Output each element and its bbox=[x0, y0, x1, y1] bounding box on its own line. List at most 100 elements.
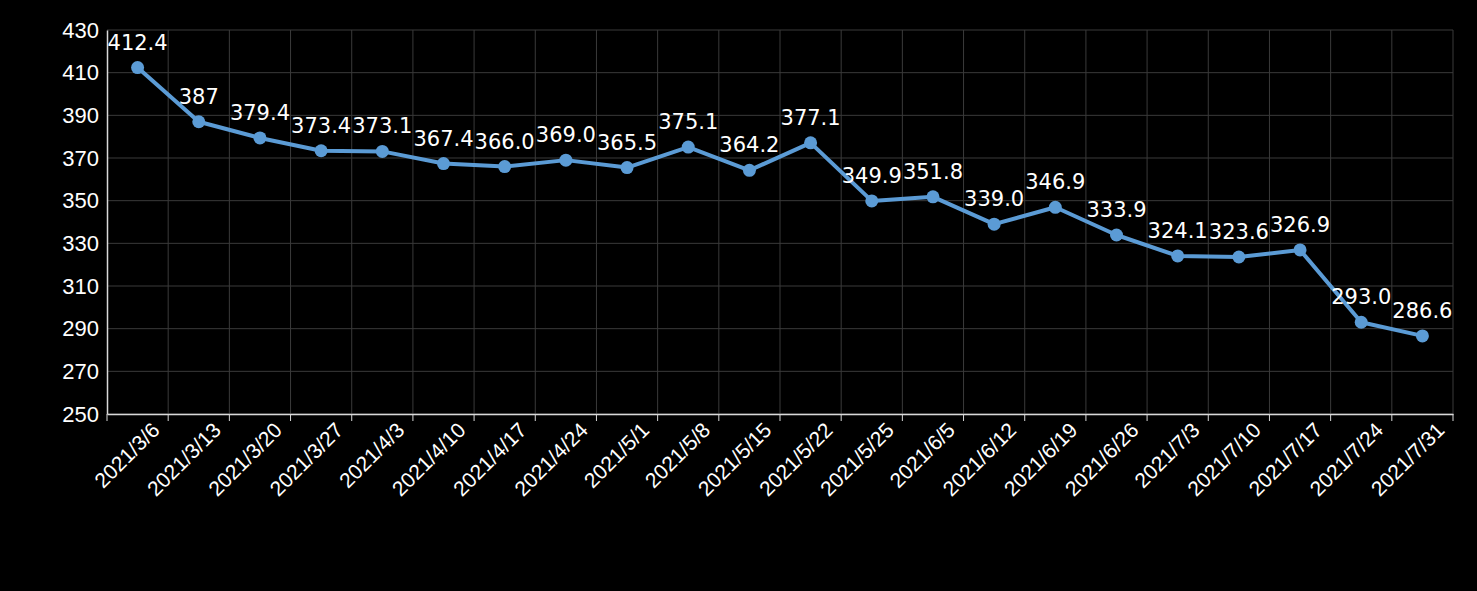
marker bbox=[131, 61, 144, 74]
grid-line-x bbox=[229, 30, 230, 414]
data-label: 364.2 bbox=[719, 133, 779, 157]
data-label: 333.9 bbox=[1086, 198, 1146, 222]
y-tick-label: 290 bbox=[62, 316, 99, 341]
grid-line-x bbox=[168, 30, 169, 414]
grid-line-x bbox=[1391, 30, 1392, 414]
grid-line-x bbox=[351, 30, 352, 414]
grid-line-x bbox=[780, 30, 781, 414]
line bbox=[138, 68, 1423, 336]
data-label: 351.8 bbox=[903, 160, 963, 184]
series bbox=[131, 61, 1429, 342]
y-tick: 250 bbox=[62, 402, 107, 427]
data-label: 366.0 bbox=[475, 130, 535, 154]
y-tick: 430 bbox=[62, 18, 107, 43]
marker bbox=[865, 194, 878, 207]
marker bbox=[1355, 316, 1368, 329]
x-tick-mark bbox=[290, 414, 291, 421]
y-tick: 290 bbox=[62, 316, 107, 341]
data-labels: 412.4387379.4373.4373.1367.4366.0369.036… bbox=[108, 31, 1453, 323]
y-tick-label: 270 bbox=[62, 359, 99, 384]
grid bbox=[107, 30, 1453, 414]
marker bbox=[315, 144, 328, 157]
marker bbox=[743, 164, 756, 177]
data-label: 369.0 bbox=[536, 123, 596, 147]
y-tick-label: 350 bbox=[62, 188, 99, 213]
y-tick-label: 250 bbox=[62, 402, 99, 427]
x-tick-mark bbox=[718, 414, 719, 421]
y-tick: 410 bbox=[62, 60, 107, 85]
grid-line-x bbox=[535, 30, 536, 414]
grid-line-x bbox=[718, 30, 719, 414]
marker bbox=[988, 218, 1001, 231]
grid-line-x bbox=[412, 30, 413, 414]
data-label: 377.1 bbox=[781, 106, 841, 130]
x-tick-mark bbox=[1391, 414, 1392, 421]
y-tick-label: 410 bbox=[62, 60, 99, 85]
grid-line-x bbox=[841, 30, 842, 414]
data-label: 326.9 bbox=[1270, 213, 1330, 237]
grid-line-x bbox=[290, 30, 291, 414]
y-tick: 310 bbox=[62, 274, 107, 299]
x-tick-mark bbox=[1085, 414, 1086, 421]
y-tick: 330 bbox=[62, 231, 107, 256]
y-axis: 250 270 290 310 330 350 370 390 410 430 bbox=[62, 18, 107, 427]
x-tick: 2021/5/25 bbox=[816, 414, 898, 500]
x-axis: 2021/3/62021/3/132021/3/202021/3/272021/… bbox=[90, 414, 1454, 500]
data-label: 293.0 bbox=[1331, 285, 1391, 309]
data-label: 286.6 bbox=[1392, 299, 1452, 323]
y-tick: 270 bbox=[62, 359, 107, 384]
x-tick-label: 2021/3/27 bbox=[265, 418, 347, 500]
x-tick-mark bbox=[1024, 414, 1025, 421]
y-tick: 350 bbox=[62, 188, 107, 213]
marker bbox=[376, 145, 389, 158]
x-tick: 2021/6/26 bbox=[1060, 414, 1142, 500]
y-tick: 390 bbox=[62, 103, 107, 128]
grid-line-x bbox=[902, 30, 903, 414]
data-label: 346.9 bbox=[1025, 170, 1085, 194]
marker bbox=[253, 131, 266, 144]
marker bbox=[682, 141, 695, 154]
data-label: 365.5 bbox=[597, 131, 657, 155]
x-tick: 2021/3/27 bbox=[265, 414, 347, 500]
data-label: 339.0 bbox=[964, 187, 1024, 211]
data-label: 412.4 bbox=[108, 31, 168, 55]
marker bbox=[1416, 329, 1429, 342]
data-label: 373.4 bbox=[291, 114, 351, 138]
grid-line-x bbox=[1453, 30, 1454, 414]
marker bbox=[1294, 243, 1307, 256]
x-tick-mark bbox=[1453, 414, 1454, 421]
marker bbox=[192, 115, 205, 128]
x-tick-label: 2021/7/31 bbox=[1366, 418, 1448, 500]
marker bbox=[437, 157, 450, 170]
x-tick-label: 2021/5/1 bbox=[579, 418, 653, 492]
x-tick-mark bbox=[351, 414, 352, 421]
y-tick-label: 310 bbox=[62, 274, 99, 299]
x-tick-mark bbox=[168, 414, 169, 421]
x-tick-mark bbox=[474, 414, 475, 421]
grid-line-x bbox=[596, 30, 597, 414]
x-tick-mark bbox=[902, 414, 903, 421]
x-tick-mark bbox=[596, 414, 597, 421]
x-tick-mark bbox=[107, 414, 108, 421]
x-tick-label: 2021/5/25 bbox=[816, 418, 898, 500]
x-tick-mark bbox=[657, 414, 658, 421]
y-tick-label: 330 bbox=[62, 231, 99, 256]
marker bbox=[926, 190, 939, 203]
data-label: 367.4 bbox=[413, 127, 473, 151]
x-tick-mark bbox=[1208, 414, 1209, 421]
marker bbox=[1171, 249, 1184, 262]
marker bbox=[1110, 229, 1123, 242]
grid-line-x bbox=[963, 30, 964, 414]
data-label: 379.4 bbox=[230, 101, 290, 125]
data-label: 324.1 bbox=[1148, 219, 1208, 243]
marker bbox=[498, 160, 511, 173]
data-label: 349.9 bbox=[842, 164, 902, 188]
grid-line-x bbox=[474, 30, 475, 414]
x-tick-mark bbox=[1330, 414, 1331, 421]
y-tick: 370 bbox=[62, 146, 107, 171]
x-tick-label: 2021/4/24 bbox=[510, 418, 593, 501]
y-tick-label: 430 bbox=[62, 18, 99, 43]
x-tick: 2021/5/1 bbox=[579, 414, 653, 492]
x-tick-mark bbox=[780, 414, 781, 421]
marker bbox=[1049, 201, 1062, 214]
